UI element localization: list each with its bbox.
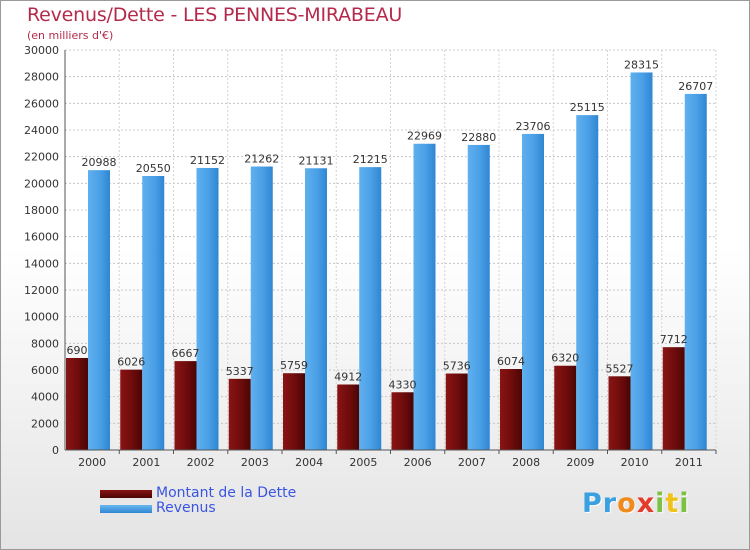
x-tick-label: 2002: [187, 456, 215, 469]
data-label-revenus: 21215: [353, 153, 388, 166]
y-tick-label: 30000: [24, 44, 59, 57]
data-label-revenus: 25115: [570, 101, 605, 114]
bar-revenus: [522, 133, 544, 451]
bar-revenus: [576, 115, 599, 450]
data-label-dette: 4912: [334, 371, 362, 384]
data-label-revenus: 20988: [82, 156, 117, 169]
bar-revenus: [196, 167, 219, 450]
data-label-revenus: 22880: [461, 131, 496, 144]
data-label-dette: 5759: [280, 359, 308, 372]
grid-lines: [64, 49, 717, 451]
bar-revenus: [630, 72, 653, 450]
bar-dette: [228, 378, 251, 450]
bar-revenus: [684, 93, 707, 450]
x-tick-label: 2009: [566, 456, 594, 469]
y-tick-label: 14000: [24, 257, 59, 270]
data-label-dette: 4330: [389, 378, 417, 391]
y-tick-label: 10000: [24, 311, 59, 324]
legend-swatch-revenus: [100, 505, 152, 513]
x-tick-label: 2006: [404, 456, 432, 469]
data-label-dette: 5527: [606, 362, 634, 375]
x-tick-label: 2007: [458, 456, 486, 469]
y-tick-label: 4000: [31, 391, 59, 404]
x-tick-label: 2004: [295, 456, 323, 469]
logo-letter: r: [602, 488, 618, 519]
bar-dette: [283, 373, 305, 450]
bar-revenus: [88, 170, 110, 450]
x-tick-label: 2010: [621, 456, 649, 469]
bar-dette: [337, 384, 360, 450]
legend-label-revenus: Revenus: [156, 500, 216, 516]
y-tick-label: 12000: [24, 284, 59, 297]
data-label-dette: 5736: [443, 360, 471, 373]
x-tick-label: 2003: [241, 456, 269, 469]
chart-title: Revenus/Dette - LES PENNES-MIRABEAU: [27, 4, 403, 26]
logo-letter: t: [665, 488, 680, 519]
data-label-revenus: 23706: [516, 120, 551, 133]
bar-dette: [391, 392, 414, 450]
y-tick-label: 28000: [24, 71, 59, 84]
data-label-dette: 6026: [117, 356, 145, 369]
data-label-dette: 6320: [551, 352, 579, 365]
y-tick-label: 22000: [24, 151, 59, 164]
legend-label-dette: Montant de la Dette: [156, 485, 297, 501]
logo-letter: x: [636, 488, 656, 519]
data-label-dette: 7712: [660, 333, 688, 346]
y-tick-label: 8000: [31, 337, 59, 350]
y-tick-label: 26000: [24, 97, 59, 110]
bar-dette: [66, 357, 88, 450]
logo-letter: o: [617, 488, 637, 519]
bars: [66, 72, 707, 451]
logo-letter: P: [582, 488, 603, 519]
bar-dette: [120, 369, 143, 450]
bar-dette: [174, 361, 197, 450]
chart-subtitle: (en milliers d'€): [27, 29, 114, 42]
data-label-revenus: 26707: [678, 80, 713, 93]
proxiti-logo: Proxiti: [582, 488, 690, 522]
bar-revenus: [467, 144, 490, 450]
data-label-revenus: 21262: [244, 153, 279, 166]
data-label-dette: 6074: [497, 355, 525, 368]
data-label-dette: 690: [67, 344, 88, 357]
data-label-revenus: 22969: [407, 130, 442, 143]
x-tick-label: 2005: [349, 456, 377, 469]
bar-revenus: [142, 176, 165, 450]
bar-revenus: [250, 166, 273, 451]
legend-swatch-dette: [100, 490, 152, 498]
data-label-revenus: 20550: [136, 162, 171, 175]
logo-letter: i: [679, 488, 690, 519]
bar-revenus: [359, 167, 382, 450]
bar-dette: [608, 376, 631, 450]
y-tick-label: 16000: [24, 231, 59, 244]
y-tick-label: 6000: [31, 364, 59, 377]
bar-dette: [500, 369, 522, 450]
data-label-revenus: 21152: [190, 154, 225, 167]
y-tick-label: 0: [52, 444, 59, 457]
bar-revenus: [305, 168, 327, 450]
data-label-dette: 5337: [226, 365, 254, 378]
data-label-revenus: 28315: [624, 58, 659, 71]
axes: 0 2000 4000 6000 8000 10000 12000 14000 16000 180…: [24, 44, 717, 469]
y-tick-label: 24000: [24, 124, 59, 137]
data-labels: 690 20988 6026 20550 6667 21152 5337 21262 5759 2…: [67, 58, 714, 391]
bar-dette: [662, 347, 685, 450]
y-tick-label: 2000: [31, 417, 59, 430]
bar-dette: [445, 373, 468, 450]
y-tick-label: 20000: [24, 177, 59, 190]
y-tick-label: 18000: [24, 204, 59, 217]
bar-revenus: [413, 143, 436, 450]
x-tick-label: 2011: [675, 456, 703, 469]
x-tick-label: 2008: [512, 456, 540, 469]
x-tick-label: 2001: [132, 456, 160, 469]
data-label-revenus: 21131: [299, 154, 334, 167]
logo-letter: i: [655, 488, 666, 519]
x-tick-label: 2000: [78, 456, 106, 469]
bar-dette: [554, 365, 577, 450]
data-label-dette: 6667: [172, 347, 200, 360]
